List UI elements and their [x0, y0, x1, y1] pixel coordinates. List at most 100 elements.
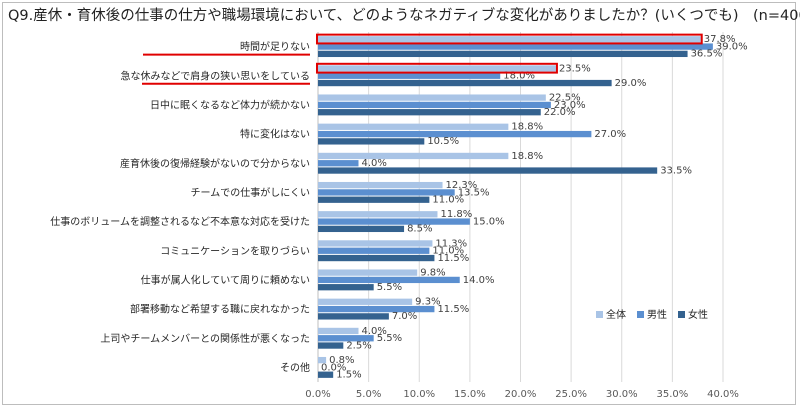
- data-label: 36.5%: [691, 49, 723, 60]
- data-label: 11.5%: [437, 253, 469, 264]
- x-tick-label: 20.0%: [505, 389, 537, 400]
- data-label: 18.0%: [503, 71, 535, 82]
- x-tick-label: 0.0%: [305, 389, 330, 400]
- category-label: 時間が足りない: [240, 40, 310, 53]
- category-label: その他: [280, 361, 310, 374]
- bar: [318, 269, 418, 276]
- legend-swatch: [596, 311, 603, 318]
- data-label: 9.3%: [415, 297, 440, 308]
- data-label: 4.0%: [362, 158, 387, 169]
- data-label: 7.0%: [392, 311, 417, 322]
- x-tick-label: 15.0%: [454, 389, 486, 400]
- data-label: 4.0%: [362, 326, 387, 337]
- legend-label: 女性: [688, 308, 708, 321]
- bar: [318, 276, 460, 284]
- bar: [318, 313, 389, 320]
- x-tick-label: 30.0%: [606, 389, 638, 400]
- bar: [318, 65, 556, 72]
- data-label: 22.0%: [544, 107, 576, 118]
- category-label: 産育休後の復帰経験がないので分からない: [120, 157, 310, 170]
- data-label: 11.5%: [437, 304, 469, 315]
- category-label: 急な休みなどで肩身の狭い思いをしている: [121, 69, 311, 82]
- legend-swatch: [637, 311, 644, 318]
- data-label: 11.8%: [440, 209, 472, 220]
- bar: [318, 130, 592, 138]
- bar: [318, 284, 374, 291]
- bar: [318, 335, 374, 342]
- bar: [318, 218, 470, 225]
- x-tick-label: 10.0%: [403, 389, 435, 400]
- bar: [318, 167, 658, 174]
- category-label: 日中に眠くなるなど体力が続かない: [150, 98, 310, 111]
- bar: [318, 152, 509, 160]
- bar: [318, 36, 701, 43]
- bar: [318, 371, 334, 378]
- x-tick-label: 25.0%: [555, 389, 587, 400]
- data-label: 14.0%: [463, 275, 495, 286]
- data-label: 15.0%: [473, 216, 505, 227]
- bar: [318, 356, 327, 364]
- bar: [318, 225, 405, 233]
- data-label: 10.5%: [427, 136, 459, 147]
- bar: [318, 196, 430, 203]
- data-label: 1.5%: [336, 370, 361, 381]
- data-label: 11.0%: [432, 246, 464, 257]
- bar: [318, 240, 433, 247]
- data-label: 11.0%: [432, 195, 464, 206]
- bar: [318, 181, 443, 189]
- data-label: 5.5%: [377, 333, 402, 344]
- data-label: 12.3%: [446, 180, 478, 191]
- x-tick-label: 40.0%: [707, 389, 739, 400]
- bar: [318, 211, 438, 218]
- highlight-box: [316, 62, 558, 74]
- bar: [318, 123, 509, 130]
- bar: [318, 109, 541, 116]
- category-label: 上司やチームメンバーとの関係性が悪くなった: [100, 332, 310, 345]
- data-label: 27.0%: [594, 129, 626, 140]
- bar: [318, 342, 344, 349]
- data-label: 23.0%: [554, 100, 586, 111]
- data-label: 11.3%: [435, 238, 467, 249]
- highlight-box: [316, 33, 703, 45]
- data-label: 5.5%: [377, 282, 402, 293]
- bar: [318, 160, 359, 167]
- data-label: 39.0%: [716, 41, 748, 52]
- bar: [318, 79, 612, 87]
- data-label: 23.5%: [559, 63, 591, 74]
- bar: [318, 247, 430, 254]
- legend-swatch: [678, 311, 685, 318]
- category-label: 仕事のボリュームを調整されるなど不本意な対応を受けた: [50, 215, 310, 228]
- data-label: 18.8%: [511, 151, 543, 162]
- chart-title: Q9.産休・育休後の仕事の仕方や職場環境において、どのようなネガティブな変化があ…: [8, 8, 800, 24]
- category-label: 特に変化はない: [240, 128, 310, 141]
- bar: [318, 43, 713, 50]
- data-label: 9.8%: [420, 267, 445, 278]
- legend-label: 男性: [647, 308, 667, 321]
- x-tick-label: 35.0%: [656, 389, 688, 400]
- bar: [318, 101, 551, 109]
- bar: [318, 72, 501, 79]
- bar: [318, 138, 425, 145]
- category-label: チームでの仕事がしにくい: [191, 186, 311, 199]
- bar: [318, 189, 455, 196]
- data-label: 29.0%: [615, 78, 647, 89]
- bar: [318, 298, 413, 305]
- data-label: 0.0%: [321, 362, 346, 373]
- data-label: 8.5%: [407, 224, 432, 235]
- data-label: 0.8%: [329, 355, 354, 366]
- data-label: 22.5%: [549, 92, 581, 103]
- bar: [318, 50, 688, 58]
- data-label: 37.8%: [704, 34, 736, 45]
- category-label: コミュニケーションを取りづらい: [160, 245, 310, 257]
- legend-label: 全体: [606, 308, 626, 321]
- data-label: 13.5%: [458, 187, 490, 198]
- bar: [318, 327, 359, 335]
- bar: [318, 305, 435, 313]
- data-label: 18.8%: [511, 122, 543, 133]
- x-tick-label: 5.0%: [356, 389, 381, 400]
- bar: [318, 94, 546, 101]
- category-label: 仕事が属人化していて周りに頼めない: [141, 273, 310, 286]
- bar: [318, 254, 435, 262]
- data-label: 33.5%: [660, 165, 692, 176]
